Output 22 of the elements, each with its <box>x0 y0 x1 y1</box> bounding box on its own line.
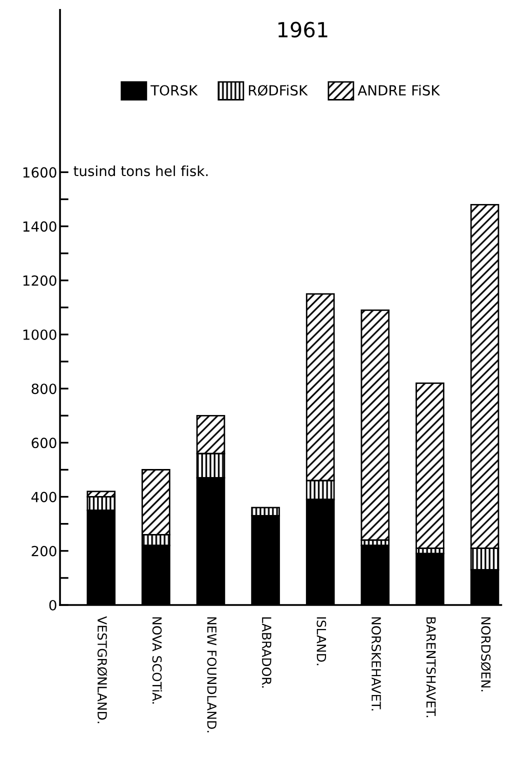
chart-title: 1961 <box>278 22 328 38</box>
y-tick-label: 0 <box>49 600 56 610</box>
x-tick-label: NOVA SCOTiA. <box>152 617 162 704</box>
y-tick-label: 800 <box>32 384 56 394</box>
y-tick-label: 1000 <box>23 329 56 340</box>
y-tick-label: 1600 <box>23 167 56 178</box>
legend-label: TORSK <box>150 85 198 96</box>
x-tick-label: LABRADOR. <box>262 617 272 688</box>
y-tick-label: 400 <box>31 492 56 502</box>
x-tick-label: ISLAND. <box>316 617 326 666</box>
legend-label: RØDFiSK <box>248 84 308 96</box>
x-tick-label: VESTGRØNLAND. <box>97 616 108 724</box>
y-tick-label: 200 <box>32 546 56 556</box>
y-axis-title: tusind tons hel fisk. <box>74 165 208 176</box>
legend-label: ANDRE FiSK <box>358 84 440 96</box>
x-tick-label: NORDSØEN. <box>480 617 491 692</box>
x-tick-label: NORSKEHAVET. <box>372 617 381 710</box>
y-tick-label: 1200 <box>23 275 56 286</box>
x-tick-label: NEW FOUNDLAND. <box>207 617 217 732</box>
y-tick-label: 1400 <box>23 221 56 232</box>
y-tick-label: 600 <box>32 438 56 448</box>
x-tick-label: BARENTSHAVET. <box>426 617 436 718</box>
